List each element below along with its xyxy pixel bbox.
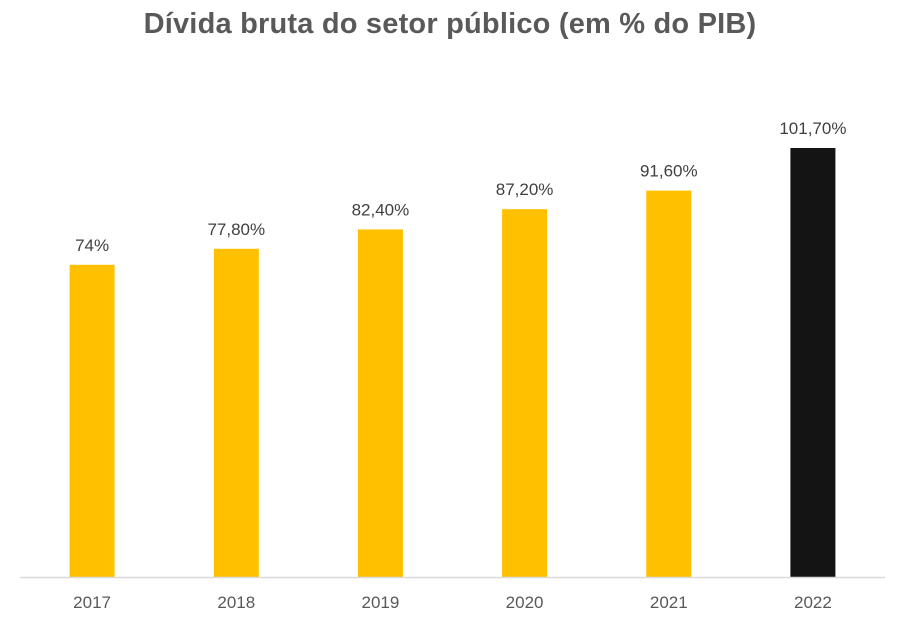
bar-2021 xyxy=(646,190,692,577)
bar-2022 xyxy=(790,148,836,577)
x-tick-label-2017: 2017 xyxy=(73,593,111,612)
x-tick-label-2019: 2019 xyxy=(361,593,399,612)
data-labels-layer: 74% 77,80% 82,40% 87,20% 91,60% 101,70% xyxy=(75,119,846,255)
data-label-2018: 77,80% xyxy=(207,220,265,239)
x-tick-label-2018: 2018 xyxy=(217,593,255,612)
data-label-2021: 91,60% xyxy=(640,162,698,181)
bar-2019 xyxy=(357,229,403,577)
x-tick-label-2022: 2022 xyxy=(794,593,832,612)
data-label-2022: 101,70% xyxy=(779,119,846,138)
bar-2017 xyxy=(69,264,115,577)
x-tick-labels-layer: 2017 2018 2019 2020 2021 2022 xyxy=(73,593,832,612)
chart-title: Dívida bruta do setor público (em % do P… xyxy=(143,8,757,40)
bar-2020 xyxy=(502,209,548,577)
x-tick-label-2020: 2020 xyxy=(506,593,544,612)
x-tick-label-2021: 2021 xyxy=(650,593,688,612)
bars-layer xyxy=(69,148,836,578)
bar-2018 xyxy=(213,248,259,578)
data-label-2019: 82,40% xyxy=(352,200,410,219)
data-label-2017: 74% xyxy=(75,236,109,255)
data-label-2020: 87,20% xyxy=(496,180,554,199)
